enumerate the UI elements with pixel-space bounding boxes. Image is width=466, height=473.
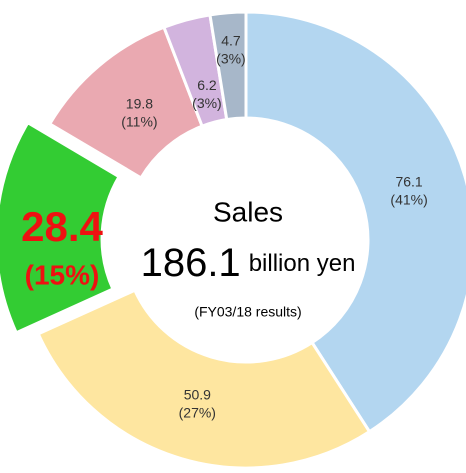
percent-label: (15%) xyxy=(25,259,100,290)
center-note: (FY03/18 results) xyxy=(194,304,301,320)
percent-label: (41%) xyxy=(390,192,427,208)
percent-label: (27%) xyxy=(179,405,216,421)
slice xyxy=(36,288,372,470)
slice xyxy=(208,10,248,122)
value-label: 6.2 xyxy=(197,77,217,93)
center-value: 186.1 xyxy=(141,241,241,285)
value-label: 76.1 xyxy=(395,174,422,190)
percent-label: (11%) xyxy=(121,114,157,130)
slice xyxy=(244,10,466,434)
slice xyxy=(0,120,122,335)
value-label: 19.8 xyxy=(126,96,153,112)
center-unit: billion yen xyxy=(249,250,356,277)
value-label: 4.7 xyxy=(221,32,241,48)
value-label: 50.9 xyxy=(184,387,211,403)
center-total: 186.1 billion yen xyxy=(141,241,356,285)
percent-label: (3%) xyxy=(192,95,222,111)
value-label: 28.4 xyxy=(21,203,103,250)
slices xyxy=(0,10,466,470)
center-title: Sales xyxy=(213,196,283,227)
percent-label: (3%) xyxy=(216,50,246,66)
